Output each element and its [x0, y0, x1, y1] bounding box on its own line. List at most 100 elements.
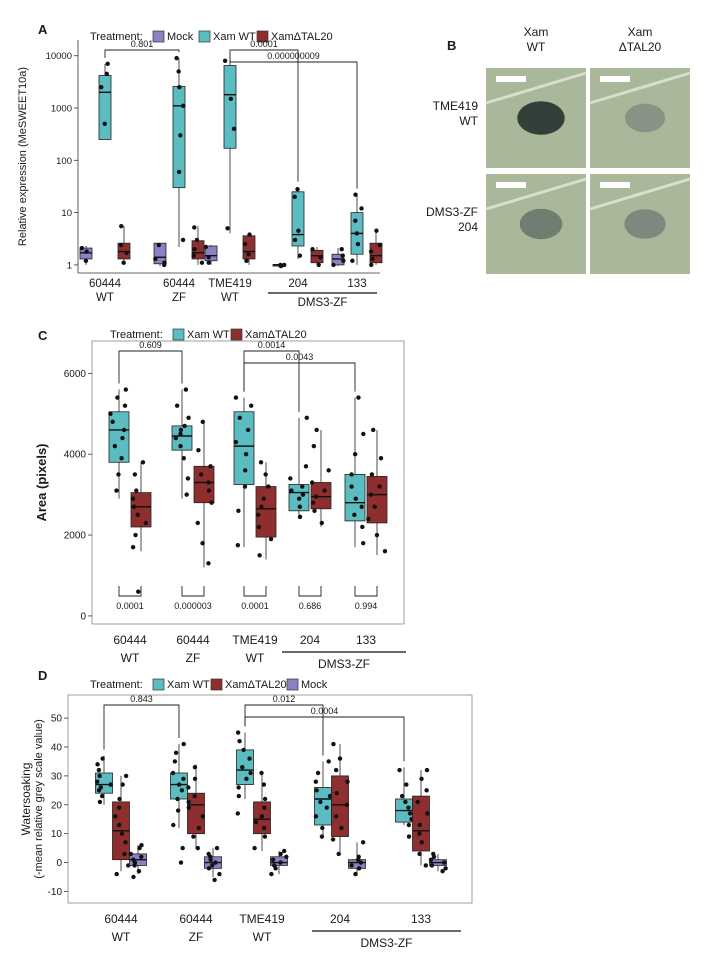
scale-bar	[600, 76, 630, 82]
data-point	[327, 793, 333, 799]
data-point	[191, 253, 196, 258]
data-point	[319, 834, 325, 839]
data-point	[289, 488, 294, 493]
data-point	[368, 492, 374, 497]
pair-pvalue: 0.000003	[174, 601, 212, 611]
x-tick-label: 133	[356, 633, 376, 647]
data-point	[326, 468, 331, 473]
box	[255, 486, 277, 538]
data-point	[117, 796, 122, 802]
data-point	[312, 508, 317, 513]
data-point	[206, 480, 211, 485]
comparison-pvalue: 0.0004	[311, 706, 339, 716]
data-point	[119, 831, 125, 836]
data-point	[191, 834, 196, 839]
x-tick-label-line2: WT	[96, 292, 114, 304]
data-point	[121, 427, 127, 433]
photo-column-header-line2: WT	[527, 40, 546, 54]
data-point	[237, 415, 242, 421]
data-point	[297, 253, 303, 258]
data-point	[199, 260, 205, 265]
data-point	[333, 814, 339, 819]
data-point	[359, 206, 364, 211]
data-point	[172, 759, 178, 764]
data-point	[404, 782, 409, 787]
data-point	[198, 472, 204, 477]
data-point	[316, 262, 321, 268]
pair-pvalue: 0.0001	[241, 601, 269, 611]
data-point	[382, 549, 388, 554]
data-point	[366, 516, 371, 522]
photo-row-header: DMS3-ZF	[426, 205, 478, 219]
data-point	[257, 553, 262, 558]
data-point	[349, 484, 354, 489]
data-point	[185, 476, 191, 481]
pair-bracket	[181, 586, 205, 597]
data-point	[192, 225, 197, 230]
legend-entry: XamΔTAL20	[225, 679, 287, 691]
data-point	[313, 779, 319, 784]
data-point	[246, 252, 251, 257]
data-point	[333, 767, 339, 773]
data-point	[331, 262, 336, 268]
data-point	[374, 532, 380, 538]
data-point	[153, 256, 158, 262]
y-tick-label: 30	[51, 771, 63, 782]
comparison-bracket	[103, 704, 180, 750]
data-point	[428, 857, 434, 862]
data-point	[252, 845, 257, 851]
data-point	[368, 249, 374, 254]
y-tick-label: 1000	[51, 104, 72, 115]
data-point	[233, 439, 239, 445]
data-point	[140, 460, 146, 465]
panel-letter: D	[38, 668, 47, 683]
data-point	[295, 187, 300, 192]
data-point	[100, 756, 105, 761]
x-tick-label: 204	[288, 278, 308, 290]
data-point	[284, 854, 289, 859]
data-point	[176, 169, 182, 175]
data-point	[130, 496, 136, 501]
data-point	[184, 492, 189, 497]
x-tick-label-line2: WT	[253, 930, 272, 944]
data-point	[174, 55, 179, 61]
data-point	[415, 799, 420, 805]
box	[314, 787, 332, 826]
data-point	[262, 796, 268, 802]
data-point	[360, 840, 366, 845]
data-point	[181, 103, 186, 109]
data-point	[272, 863, 277, 868]
data-point	[171, 822, 176, 828]
box	[98, 75, 112, 140]
data-point	[114, 488, 119, 493]
data-point	[123, 773, 129, 779]
data-point	[281, 262, 287, 268]
comparison-bracket	[244, 716, 405, 762]
data-point	[370, 427, 376, 433]
photo-row-header-line2: WT	[459, 114, 478, 128]
y-tick-label: 40	[51, 743, 63, 754]
data-point	[443, 866, 448, 871]
data-point	[117, 822, 122, 828]
data-point	[356, 854, 361, 859]
data-point	[208, 464, 213, 469]
data-point	[417, 822, 422, 828]
data-point	[311, 443, 317, 449]
data-point	[403, 799, 408, 805]
data-point	[253, 819, 259, 825]
data-point	[259, 814, 265, 819]
scale-bar	[496, 76, 526, 82]
box	[130, 492, 152, 528]
photo-column-header-line2: ΔTAL20	[619, 40, 662, 54]
data-point	[359, 504, 364, 509]
legend-entry: Xam WT	[167, 679, 210, 691]
data-point	[182, 423, 187, 429]
x-tick-label: 133	[347, 278, 366, 290]
data-point	[248, 403, 254, 408]
x-tick-label: 60444	[89, 278, 122, 290]
y-tick-label: 2000	[64, 531, 87, 542]
plot-frame	[67, 694, 473, 904]
legend-entry: Xam WT	[187, 329, 230, 341]
data-point	[99, 85, 104, 90]
data-point	[425, 811, 430, 816]
